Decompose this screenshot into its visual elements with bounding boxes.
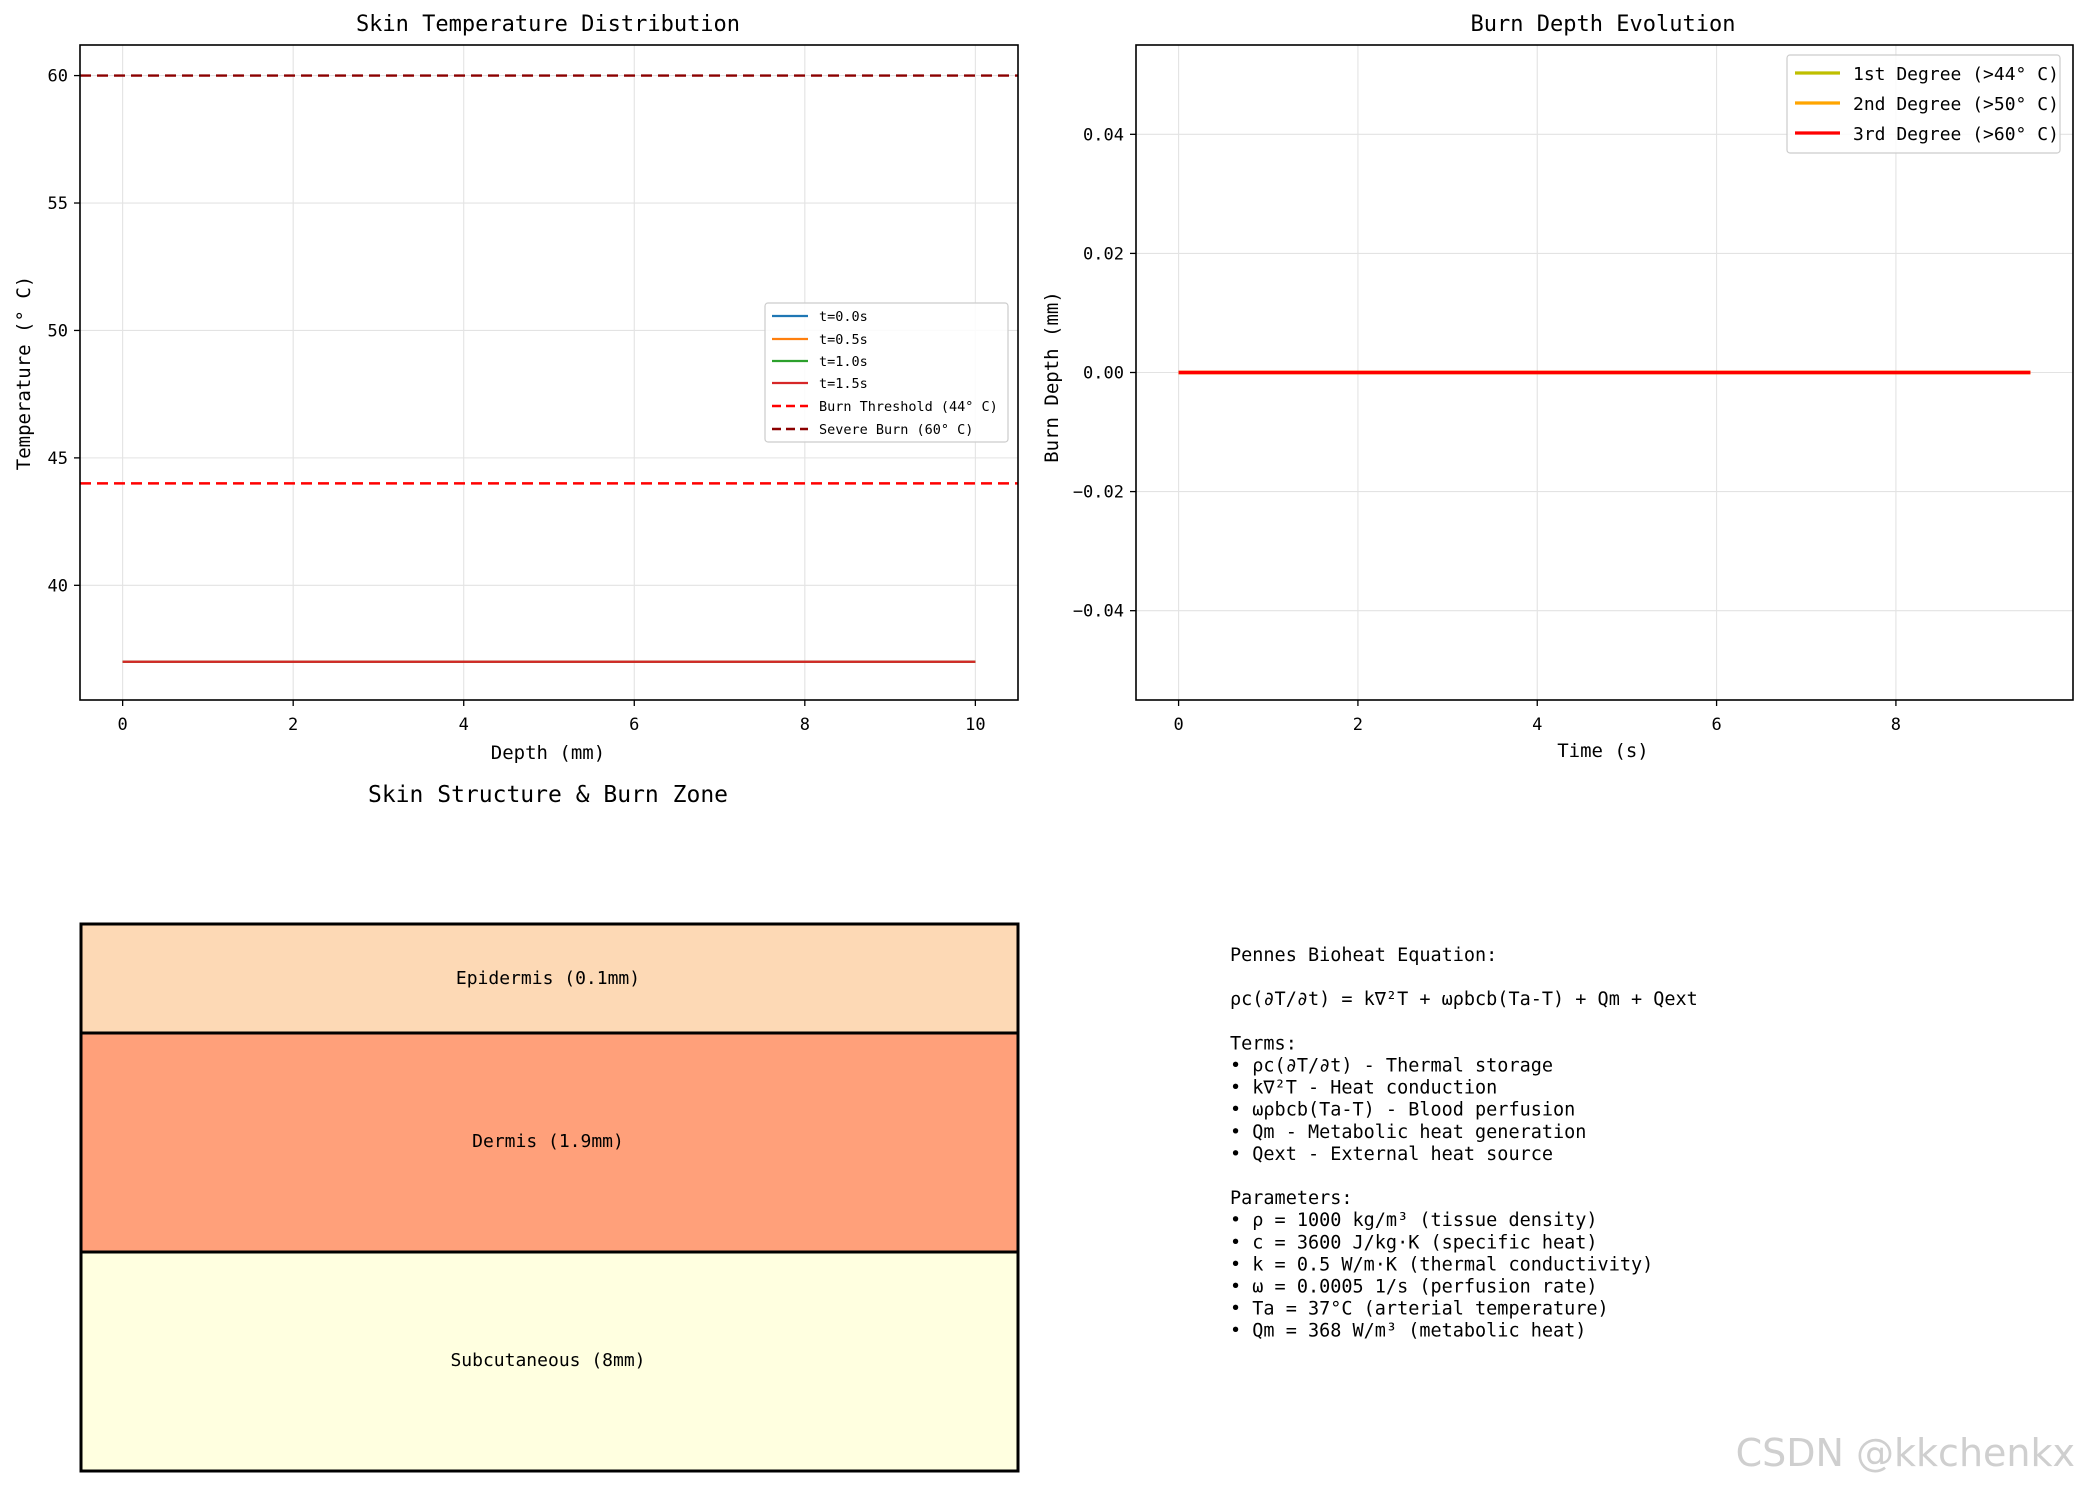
temperature-xtick-label-5: 10: [965, 715, 985, 735]
equation-line-12: • ρ = 1000 kg/m³ (tissue density): [1230, 1210, 1598, 1231]
equation-line-7: • ωρbcb(Ta-T) - Blood perfusion: [1230, 1100, 1575, 1121]
burn-depth-xtick-label-4: 8: [1891, 715, 1901, 735]
legend-label-2nd-degree: 2nd Degree (>50° C): [1853, 94, 2059, 115]
burn-depth-chart-legend: 1st Degree (>44° C) 2nd Degree (>50° C) …: [1786, 54, 2061, 154]
temperature-chart: Skin Temperature Distribution 0 2 4 6 8 10 40 4…: [13, 12, 1019, 764]
subcutaneous-layer: [79, 1250, 1020, 1473]
legend-label-t0: t=0.0s: [819, 309, 868, 325]
temperature-ytick-label-0: 40: [48, 576, 68, 596]
burn-depth-xtick-label-1: 2: [1353, 715, 1363, 735]
dermis-label: Dermis (1.9mm): [472, 1131, 624, 1152]
burn-depth-xtick-label-2: 4: [1532, 715, 1542, 735]
equation-line-6: • k∇²T - Heat conduction: [1230, 1078, 1497, 1099]
temperature-xtick-label-2: 4: [459, 715, 469, 735]
legend-label-t05: t=0.5s: [819, 332, 868, 348]
burn-depth-chart-ylabel: Burn Depth (mm): [1041, 291, 1063, 463]
legend-label-3rd-degree: 3rd Degree (>60° C): [1853, 124, 2059, 145]
equation-line-14: • k = 0.5 W/m·K (thermal conductivity): [1230, 1254, 1653, 1275]
equation-panel: Pennes Bioheat Equation: ρc(∂T/∂t) = k∇²T…: [1230, 945, 1698, 1342]
legend-label-t15: t=1.5s: [819, 376, 868, 392]
burn-depth-ytick-label-2: 0.00: [1083, 364, 1124, 384]
legend-label-severe-burn: Severe Burn (60° C): [819, 422, 973, 438]
temperature-chart-title: Skin Temperature Distribution: [356, 12, 740, 37]
dermis-layer: [79, 1031, 1020, 1254]
temperature-chart-frame: [79, 44, 1019, 701]
temperature-xtick-label-3: 6: [629, 715, 639, 735]
watermark: CSDN @kkchenkx: [1736, 1431, 2075, 1475]
epidermis-label: Epidermis (0.1mm): [456, 968, 640, 989]
temperature-xtick-label-4: 8: [800, 715, 810, 735]
equation-line-17: • Qm = 368 W/m³ (metabolic heat): [1230, 1321, 1586, 1342]
temperature-chart-xlabel: Depth (mm): [491, 742, 605, 764]
epidermis-layer: [79, 922, 1020, 1035]
temperature-ytick-label-3: 55: [48, 194, 68, 214]
burn-depth-ytick-label-3: 0.02: [1083, 244, 1124, 264]
equation-line-8: • Qm - Metabolic heat generation: [1230, 1122, 1586, 1143]
temperature-ytick-label-2: 50: [48, 321, 68, 341]
equation-line-9: • Qext - External heat source: [1230, 1144, 1553, 1165]
burn-depth-chart-title: Burn Depth Evolution: [1471, 12, 1736, 37]
skin-structure-title: Skin Structure & Burn Zone: [368, 782, 728, 808]
burn-depth-xtick-label-0: 0: [1173, 715, 1183, 735]
burn-depth-ytick-label-1: −0.02: [1073, 483, 1124, 503]
equation-line-13: • c = 3600 J/kg·K (specific heat): [1230, 1232, 1598, 1253]
equation-line-11: Parameters:: [1230, 1188, 1353, 1209]
temperature-chart-ylabel: Temperature (° C): [13, 276, 35, 470]
equation-line-2: ρc(∂T/∂t) = k∇²T + ωρbcb(Ta-T) + Qm + Qe…: [1230, 989, 1698, 1010]
burn-depth-chart-xlabel: Time (s): [1557, 740, 1649, 762]
legend-label-burn-threshold: Burn Threshold (44° C): [819, 399, 998, 415]
equation-line-4: Terms:: [1230, 1033, 1297, 1054]
temperature-ytick-label-4: 60: [48, 67, 68, 87]
temperature-xtick-label-0: 0: [118, 715, 128, 735]
temperature-ytick-label-1: 45: [48, 449, 68, 469]
legend-label-1st-degree: 1st Degree (>44° C): [1853, 64, 2059, 85]
equation-line-16: • Ta = 37°C (arterial temperature): [1230, 1299, 1609, 1320]
equation-line-0: Pennes Bioheat Equation:: [1230, 945, 1497, 966]
subcutaneous-label: Subcutaneous (8mm): [450, 1350, 645, 1371]
burn-depth-xtick-label-3: 6: [1711, 715, 1721, 735]
temperature-xtick-label-1: 2: [288, 715, 298, 735]
equation-line-15: • ω = 0.0005 1/s (perfusion rate): [1230, 1277, 1598, 1298]
burn-depth-ytick-label-0: −0.04: [1073, 602, 1124, 622]
temperature-chart-legend: t=0.0s t=0.5s t=1.0s t=1.5s Burn Thresho…: [764, 302, 1009, 443]
legend-label-t1: t=1.0s: [819, 354, 868, 370]
burn-depth-chart: Burn Depth Evolution 0 2 4 6 8 −0.04 −0.02 0.00…: [1041, 12, 2074, 762]
skin-structure-panel: Skin Structure & Burn Zone Epidermis (0.…: [79, 782, 1020, 1473]
burn-depth-ytick-label-4: 0.04: [1083, 125, 1124, 145]
equation-line-5: • ρc(∂T/∂t) - Thermal storage: [1230, 1056, 1553, 1077]
